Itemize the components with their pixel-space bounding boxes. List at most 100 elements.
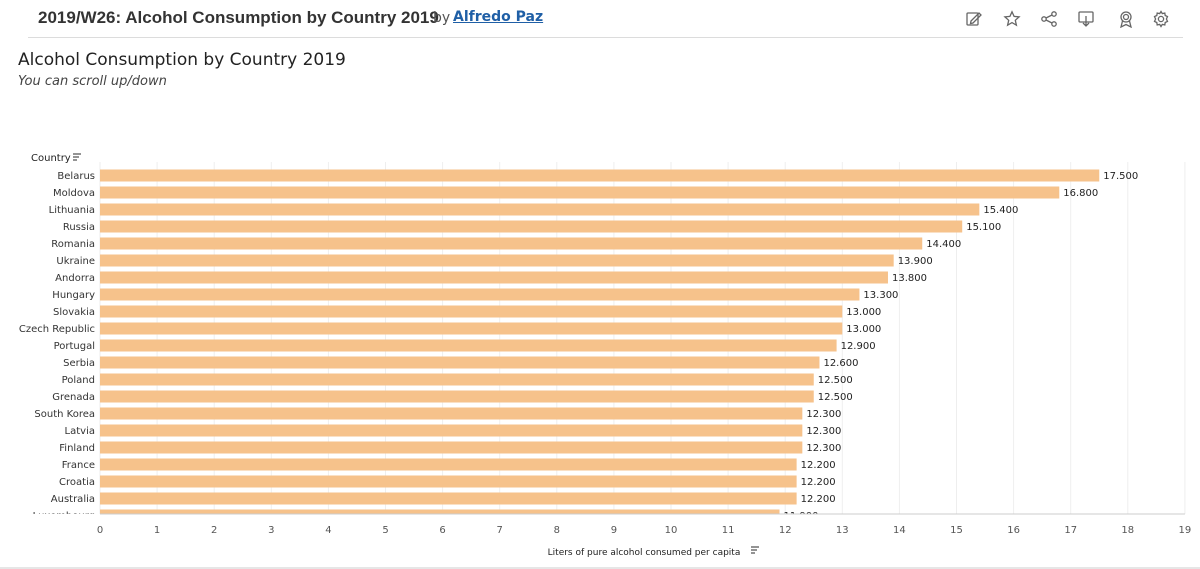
chart-subtitle: You can scroll up/down bbox=[18, 74, 167, 89]
x-tick-label: 0 bbox=[97, 525, 103, 536]
category-label: Hungary bbox=[52, 290, 95, 301]
value-label: 12.300 bbox=[806, 409, 841, 420]
bar[interactable] bbox=[100, 203, 980, 216]
category-label: Serbia bbox=[63, 358, 95, 369]
category-label: Finland bbox=[59, 443, 95, 454]
x-tick-label: 18 bbox=[1121, 525, 1134, 536]
settings-icon bbox=[1153, 10, 1169, 28]
bar[interactable] bbox=[100, 254, 894, 267]
bar[interactable] bbox=[100, 356, 820, 369]
value-label: 12.600 bbox=[823, 358, 858, 369]
x-tick-label: 2 bbox=[211, 525, 217, 536]
value-label: 16.800 bbox=[1063, 188, 1098, 199]
category-label: Belarus bbox=[57, 171, 95, 182]
category-label: Luxembourg bbox=[33, 511, 95, 522]
bar-chart: Country Belarus 17.500 Moldova 16.800 Lithuan… bbox=[19, 153, 1191, 558]
x-tick-label: 5 bbox=[382, 525, 388, 536]
x-tick-label: 10 bbox=[665, 525, 678, 536]
share-icon bbox=[1041, 11, 1057, 27]
x-tick-label: 13 bbox=[836, 525, 849, 536]
value-label: 13.000 bbox=[846, 324, 881, 335]
download-icon bbox=[1078, 11, 1094, 27]
x-tick-label: 9 bbox=[611, 525, 617, 536]
value-label: 15.100 bbox=[966, 222, 1001, 233]
bar[interactable] bbox=[100, 373, 814, 386]
value-label: 13.900 bbox=[898, 256, 933, 267]
top-bar: 2019/W26: Alcohol Consumption by Country… bbox=[0, 0, 1200, 38]
category-label: Latvia bbox=[65, 426, 95, 437]
value-label: 12.200 bbox=[801, 494, 836, 505]
bar[interactable] bbox=[100, 390, 814, 403]
favorite-button[interactable] bbox=[1001, 8, 1023, 30]
x-tick-label: 3 bbox=[268, 525, 274, 536]
value-label: 13.800 bbox=[892, 273, 927, 284]
sort-icon[interactable] bbox=[73, 153, 81, 161]
sort-icon[interactable] bbox=[751, 546, 759, 554]
bar[interactable] bbox=[100, 322, 843, 335]
x-tick-label: 1 bbox=[154, 525, 160, 536]
bar[interactable] bbox=[100, 492, 797, 505]
category-label: Slovakia bbox=[53, 307, 95, 318]
bar[interactable] bbox=[100, 220, 963, 233]
bar[interactable] bbox=[100, 305, 843, 318]
bar[interactable] bbox=[100, 169, 1100, 182]
settings-button[interactable] bbox=[1150, 8, 1172, 30]
badge-button[interactable] bbox=[1115, 8, 1137, 30]
x-tick-label: 6 bbox=[439, 525, 445, 536]
value-label: 13.000 bbox=[846, 307, 881, 318]
bar[interactable] bbox=[100, 339, 837, 352]
category-label: Andorra bbox=[55, 273, 95, 284]
edit-button[interactable] bbox=[963, 8, 985, 30]
bar[interactable] bbox=[100, 475, 797, 488]
bar[interactable] bbox=[100, 288, 860, 301]
share-button[interactable] bbox=[1038, 8, 1060, 30]
bar[interactable] bbox=[100, 458, 797, 471]
x-tick-label: 12 bbox=[779, 525, 792, 536]
value-label: 12.500 bbox=[818, 392, 853, 403]
x-tick-label: 7 bbox=[497, 525, 503, 536]
x-axis-title: Liters of pure alcohol consumed per capi… bbox=[548, 548, 741, 558]
value-label: 12.500 bbox=[818, 375, 853, 386]
value-label: 12.300 bbox=[806, 426, 841, 437]
value-label: 13.300 bbox=[863, 290, 898, 301]
bars-group: Belarus 17.500 Moldova 16.800 Lithuania 15.40… bbox=[19, 169, 1138, 522]
page-title: 2019/W26: Alcohol Consumption by Country… bbox=[38, 8, 439, 27]
category-label: Lithuania bbox=[49, 205, 95, 216]
category-label: Moldova bbox=[53, 188, 95, 199]
value-label: 12.200 bbox=[801, 477, 836, 488]
download-button[interactable] bbox=[1075, 8, 1097, 30]
value-label: 12.200 bbox=[801, 460, 836, 471]
value-label: 12.300 bbox=[806, 443, 841, 454]
favorite-icon bbox=[1003, 10, 1021, 27]
author-link[interactable]: Alfredo Paz bbox=[453, 9, 544, 25]
x-tick-label: 15 bbox=[950, 525, 963, 536]
badge-icon bbox=[1120, 11, 1132, 28]
edit-icon bbox=[966, 12, 982, 26]
bar[interactable] bbox=[100, 271, 888, 284]
bar[interactable] bbox=[100, 441, 803, 454]
category-label: France bbox=[62, 460, 95, 471]
bottom-divider bbox=[0, 567, 1200, 569]
category-label: Portugal bbox=[54, 341, 95, 352]
chart-title: Alcohol Consumption by Country 2019 bbox=[18, 50, 346, 70]
value-label: 15.400 bbox=[983, 205, 1018, 216]
bar[interactable] bbox=[100, 186, 1060, 199]
value-label: 11.900 bbox=[783, 511, 818, 522]
category-label: South Korea bbox=[34, 409, 95, 420]
header-divider bbox=[28, 37, 1183, 38]
bar[interactable] bbox=[100, 424, 803, 437]
category-label: Russia bbox=[63, 222, 95, 233]
category-label: Poland bbox=[62, 375, 95, 386]
bar[interactable] bbox=[100, 509, 780, 522]
category-label: Croatia bbox=[59, 477, 95, 488]
value-label: 14.400 bbox=[926, 239, 961, 250]
category-label: Australia bbox=[51, 494, 95, 505]
bar[interactable] bbox=[100, 237, 923, 250]
value-label: 12.900 bbox=[841, 341, 876, 352]
x-tick-label: 4 bbox=[325, 525, 331, 536]
category-label: Czech Republic bbox=[19, 324, 95, 335]
x-tick-label: 11 bbox=[722, 525, 735, 536]
x-tick-label: 17 bbox=[1064, 525, 1077, 536]
bar[interactable] bbox=[100, 407, 803, 420]
category-label: Romania bbox=[51, 239, 95, 250]
